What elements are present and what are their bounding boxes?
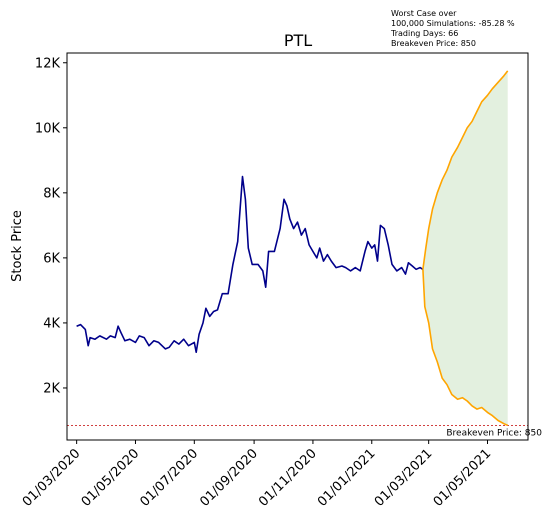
x-tick-label: 01/05/2021 — [431, 446, 495, 510]
simulation-upper-line — [422, 70, 509, 270]
breakeven-line-layer: Breakeven Price: 850 — [67, 425, 542, 438]
x-tick-label: 01/09/2020 — [197, 446, 261, 510]
x-tick-label: 01/01/2021 — [315, 446, 379, 510]
y-tick-label: 4K — [43, 316, 60, 331]
simulation-band — [422, 70, 508, 426]
x-tick-label: 01/03/2021 — [372, 446, 436, 510]
y-tick-label: 6K — [43, 251, 60, 266]
x-axis: 01/03/202001/05/202001/07/202001/09/2020… — [20, 440, 494, 510]
x-tick-label: 01/07/2020 — [138, 446, 202, 510]
annotation-line-1: Worst Case over — [391, 9, 457, 18]
annotation-line-2: 100,000 Simulations: -85.28 % — [391, 19, 515, 28]
y-axis-title: Stock Price — [10, 210, 25, 282]
price-history-line — [76, 175, 424, 354]
simulation-band-layer — [422, 70, 508, 426]
x-tick-label: 01/05/2020 — [79, 446, 143, 510]
simulation-annotation: Worst Case over 100,000 Simulations: -85… — [390, 9, 515, 48]
plot-frame — [66, 52, 529, 441]
breakeven-label: Breakeven Price: 850 — [446, 428, 542, 438]
y-tick-label: 2K — [43, 381, 60, 396]
series-layer — [76, 70, 509, 427]
y-tick-label: 10K — [35, 121, 61, 136]
simulation-lower-line — [422, 269, 509, 427]
y-tick-label: 8K — [43, 186, 60, 201]
annotation-line-4: Breakeven Price: 850 — [391, 39, 476, 48]
x-tick-label: 01/03/2020 — [20, 446, 84, 510]
annotation-line-3: Trading Days: 66 — [390, 29, 458, 38]
x-tick-label: 01/11/2020 — [256, 446, 320, 510]
y-axis: 2K 4K 6K 8K 10K 12K — [35, 56, 67, 396]
chart-title: PTL — [284, 31, 312, 50]
y-tick-label: 12K — [35, 56, 61, 71]
